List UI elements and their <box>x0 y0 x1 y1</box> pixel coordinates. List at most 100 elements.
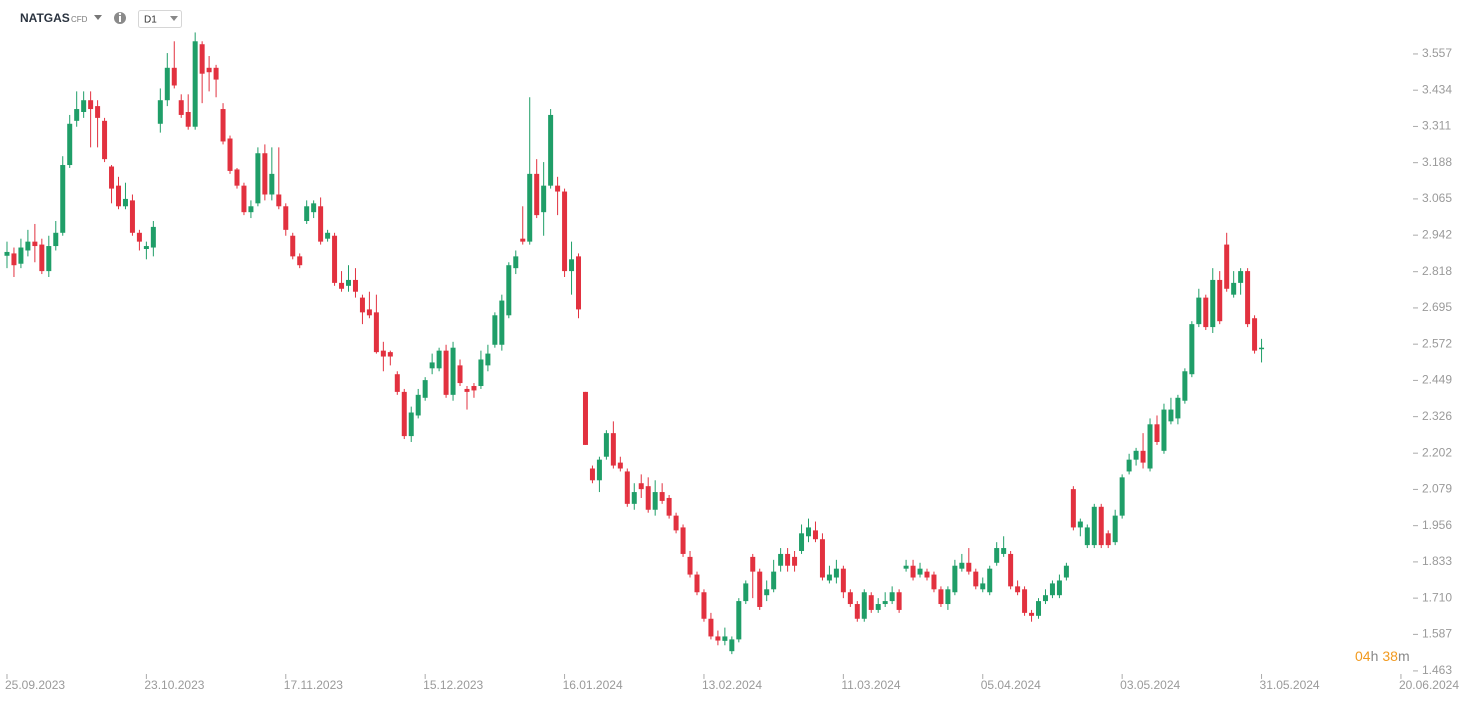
interval-value: D1 <box>144 15 157 26</box>
candle-body <box>1063 565 1069 578</box>
y-tick-label: 2.942 <box>1422 227 1452 241</box>
y-tick-label: 3.311 <box>1422 119 1451 133</box>
candle-body <box>750 556 756 572</box>
candle-body <box>157 100 163 124</box>
candle-body <box>150 226 156 248</box>
candle-body <box>638 483 644 490</box>
candle-body <box>506 265 512 316</box>
candle-body <box>290 235 296 257</box>
candle-body <box>736 601 742 640</box>
candle-body <box>199 44 205 74</box>
symbol-dropdown[interactable] <box>94 15 102 20</box>
candle-body <box>952 565 958 593</box>
candle-body <box>185 111 191 127</box>
candle-body <box>122 198 128 207</box>
candle-body <box>555 185 561 192</box>
candle-body <box>67 123 73 166</box>
candle-body <box>987 568 993 593</box>
candle-body <box>485 353 491 366</box>
y-tick-label: 2.326 <box>1422 409 1452 423</box>
candle-body <box>610 433 616 466</box>
countdown-minutes-unit: m <box>1398 648 1410 664</box>
candle-body <box>492 315 498 345</box>
candle-body <box>673 515 679 531</box>
candle-body <box>1036 601 1042 616</box>
candle-body <box>896 592 902 610</box>
candle-body <box>102 120 108 160</box>
y-tick-label: 3.188 <box>1422 155 1452 169</box>
y-tick-label: 2.695 <box>1422 300 1452 314</box>
candle-body <box>436 350 442 369</box>
candle-body <box>408 412 414 437</box>
candle-body <box>924 571 930 578</box>
candle-body <box>882 601 888 605</box>
candle-body <box>847 592 853 605</box>
candle-body <box>576 256 582 310</box>
candle-body <box>422 380 428 398</box>
candle-body <box>129 200 135 233</box>
candle-body <box>903 565 909 569</box>
y-tick-label: 2.449 <box>1422 373 1452 387</box>
candle-body <box>276 194 282 207</box>
candle-body <box>917 568 923 575</box>
candle-body <box>318 206 324 242</box>
interval-select[interactable] <box>138 10 182 28</box>
candle-body <box>373 312 379 353</box>
candle-body <box>478 359 484 387</box>
candle-body <box>178 100 184 115</box>
candle-body <box>262 153 268 195</box>
candle-body <box>980 583 986 590</box>
candle-body <box>53 232 59 247</box>
y-tick-label: 2.079 <box>1422 482 1452 496</box>
candle-body <box>359 297 365 313</box>
x-tick-label: 11.03.2024 <box>841 678 900 692</box>
candle-body <box>1056 580 1062 596</box>
candle-body <box>234 169 240 186</box>
countdown: 04h 38m <box>1355 648 1410 664</box>
candle-body <box>826 574 832 581</box>
candle-body <box>527 173 533 242</box>
candle-body <box>116 185 122 207</box>
candle-body <box>1015 586 1021 593</box>
interval-arrow <box>170 16 178 21</box>
candle-body <box>304 206 310 222</box>
candle-body <box>164 67 170 101</box>
candle-body <box>297 256 303 266</box>
candle-body <box>1161 409 1167 451</box>
candle-body <box>875 604 881 610</box>
candle-body <box>46 246 52 272</box>
candle-body <box>1029 612 1035 616</box>
candle-body <box>136 232 142 242</box>
candle-body <box>332 235 338 283</box>
candle-body <box>1119 477 1125 516</box>
x-tick-label: 15.12.2023 <box>423 678 483 692</box>
candle-body <box>429 362 435 369</box>
candle-body <box>569 259 575 272</box>
candle-body <box>1168 409 1174 422</box>
candle-body <box>652 492 658 510</box>
candle-body <box>868 595 874 610</box>
candle-body <box>708 618 714 637</box>
candle-body <box>1252 318 1258 351</box>
candle-body <box>1224 244 1230 289</box>
candle-body <box>311 203 317 213</box>
candle-body <box>81 100 87 112</box>
candle-body <box>715 636 721 641</box>
candle-body <box>910 565 916 578</box>
candle-body <box>1189 324 1195 375</box>
y-tick-label: 3.434 <box>1422 82 1452 96</box>
candle-body <box>1105 533 1111 546</box>
x-tick-label: 03.05.2024 <box>1120 678 1180 692</box>
x-tick-label: 20.06.2024 <box>1399 678 1459 692</box>
candle-body <box>1196 297 1202 325</box>
candle-body <box>966 562 972 572</box>
candle-body <box>680 527 686 554</box>
candle-body <box>4 251 10 256</box>
candle-body <box>248 206 254 213</box>
candle-body <box>596 459 602 481</box>
symbol[interactable]: NATGAS <box>20 11 70 25</box>
x-tick-label: 31.05.2024 <box>1260 678 1320 692</box>
candle-body <box>1008 553 1014 587</box>
candle-body <box>450 347 456 395</box>
